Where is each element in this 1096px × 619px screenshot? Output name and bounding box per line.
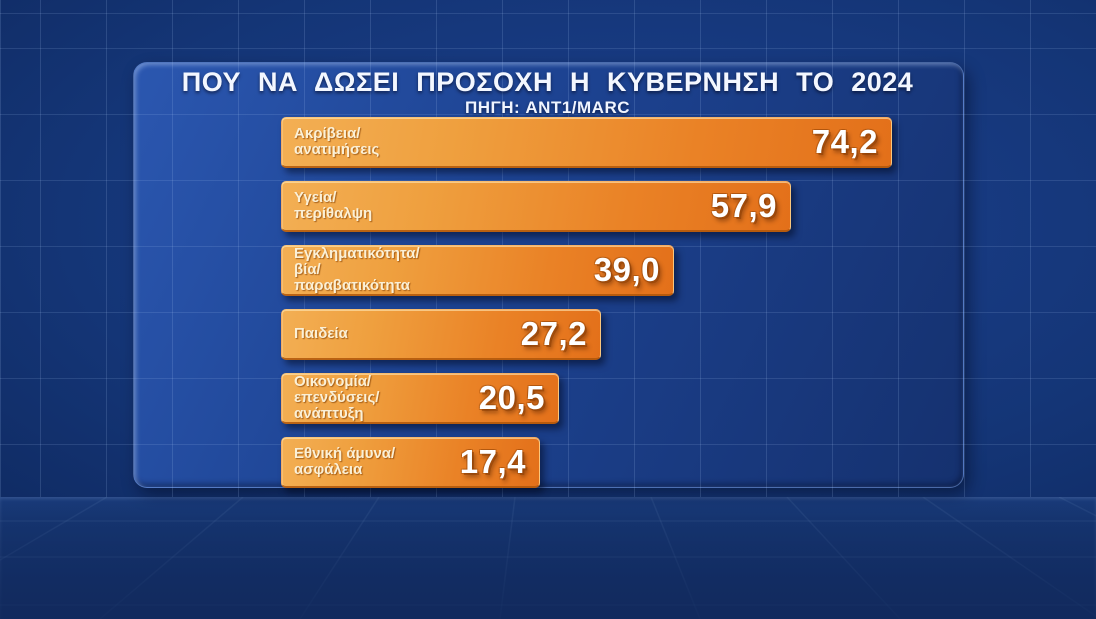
bar-value: 74,2 <box>811 123 878 160</box>
bar-value: 20,5 <box>478 379 545 416</box>
bar-row: Οικονομία/ επενδύσεις/ ανάπτυξη 20,5 <box>281 373 559 424</box>
bar-row: Υγεία/ περίθαλψη 57,9 <box>281 181 791 232</box>
bar-row: Εγκληματικότητα/ βία/ παραβατικότητα 39,… <box>281 245 674 296</box>
chart-source: ΠΗΓΗ: ANT1/MARC <box>464 98 631 117</box>
bar-label: Εγκληματικότητα/ βία/ παραβατικότητα <box>294 245 420 294</box>
chart-title: ΠΟΥ ΝΑ ΔΩΣΕΙ ΠΡΟΣΟΧΗ Η ΚΥΒΕΡΝΗΣΗ ΤΟ 2024 <box>181 67 914 97</box>
bar-value: 57,9 <box>710 187 777 224</box>
bar-row: Παιδεία 27,2 <box>281 309 601 360</box>
bar-label: Παιδεία <box>294 325 348 342</box>
bar-value: 17,4 <box>459 443 526 480</box>
bar-value: 39,0 <box>593 251 660 288</box>
bar-value: 27,2 <box>520 315 587 352</box>
bar-chart: Ακρίβεια/ ανατιμήσεις 74,2 Υγεία/ περίθα… <box>281 117 892 501</box>
bar-row: Εθνική άμυνα/ ασφάλεια 17,4 <box>281 437 540 488</box>
bar-label: Υγεία/ περίθαλψη <box>294 189 373 222</box>
bar-row: Ακρίβεια/ ανατιμήσεις 74,2 <box>281 117 892 168</box>
bar-label: Οικονομία/ επενδύσεις/ ανάπτυξη <box>294 373 380 422</box>
bar-label: Εθνική άμυνα/ ασφάλεια <box>294 445 396 478</box>
bar-label: Ακρίβεια/ ανατιμήσεις <box>294 125 380 158</box>
floor-reflection: Οικονομία/ επενδύσεις/ ανάπτυξη 20,5 Εθν… <box>0 497 1096 619</box>
